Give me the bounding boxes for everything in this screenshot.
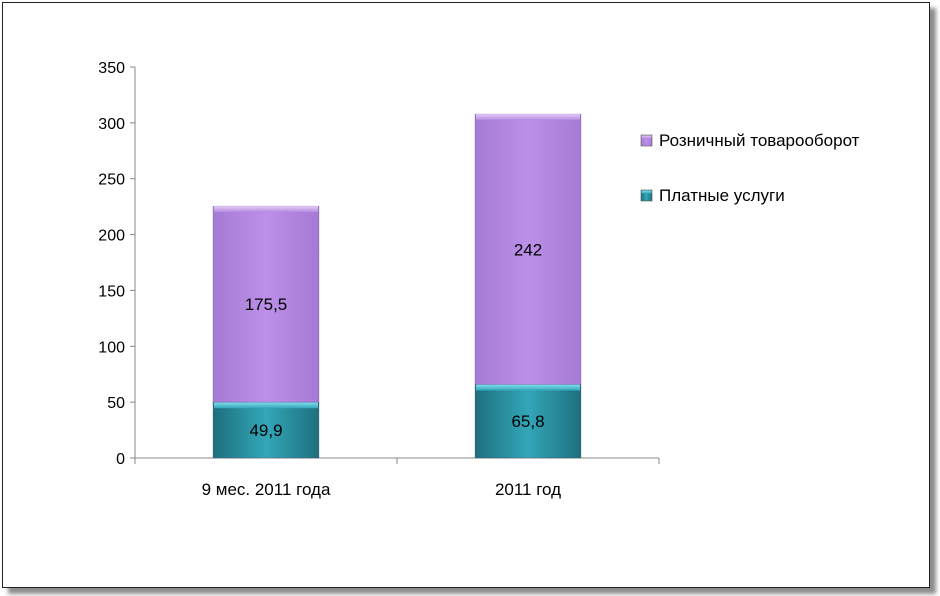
y-tick-label: 100 [98,339,125,356]
bar-segment-top [214,402,318,409]
data-label: 175,5 [245,295,288,314]
bar-segment [212,401,320,459]
legend: Розничный товарооборот Платные услуги [640,131,860,205]
bar-segment [474,384,582,459]
bar-segment-top [214,206,318,213]
bar-segment-top [476,384,580,391]
y-tick-label: 50 [107,395,125,412]
stacked-bar-chart: 0 50 100 150 200 250 300 350 9 мес. 2011 года 201… [98,60,860,499]
legend-swatch-top [641,135,652,139]
bar-segment-top [476,114,580,121]
bars [212,113,582,459]
data-label: 242 [514,240,542,259]
legend-label: Платные услуги [659,186,785,205]
axes: 0 50 100 150 200 250 300 350 9 мес. 2011 года 201… [98,60,660,499]
y-tick-label: 250 [98,172,125,189]
data-label: 49,9 [249,421,282,440]
chart-frame: 0 50 100 150 200 250 300 350 9 мес. 2011 года 201… [2,2,930,588]
legend-swatch [640,189,653,202]
bar-segment [212,205,320,403]
legend-label: Розничный товарооборот [659,131,860,150]
data-label: 65,8 [511,412,544,431]
x-tick-label: 9 мес. 2011 года [202,480,331,499]
data-labels: 49,9 175,5 65,8 242 [245,240,545,440]
y-tick-label: 350 [98,60,125,77]
x-tick-label: 2011 год [495,480,561,499]
y-tick-label: 0 [116,451,125,468]
legend-swatch-top [641,190,652,194]
bar-segment [474,113,582,385]
y-tick-label: 200 [98,228,125,245]
y-tick-label: 150 [98,283,125,300]
legend-swatch [640,134,653,147]
y-tick-label: 300 [98,116,125,133]
